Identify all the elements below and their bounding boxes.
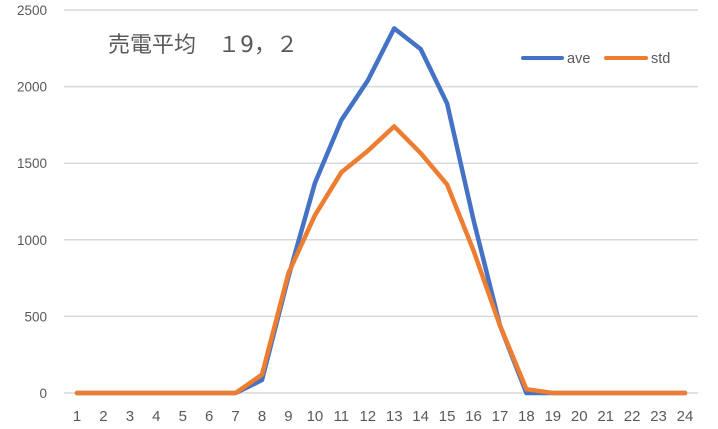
y-tick-label: 500 bbox=[24, 309, 47, 324]
y-tick-label: 1500 bbox=[17, 156, 47, 171]
x-tick-label: 22 bbox=[624, 408, 641, 425]
x-tick-label: 19 bbox=[544, 408, 561, 425]
y-tick-label: 2000 bbox=[17, 80, 47, 95]
x-tick-label: 20 bbox=[571, 408, 588, 425]
x-tick-label: 10 bbox=[307, 408, 324, 425]
gridlines bbox=[64, 9, 698, 394]
legend: ave std bbox=[521, 51, 670, 67]
x-tick-label: 3 bbox=[126, 408, 134, 425]
x-tick-label: 6 bbox=[205, 408, 213, 425]
x-tick-label: 23 bbox=[650, 408, 667, 425]
chart-title: 売電平均 １9，２ bbox=[108, 33, 298, 58]
legend-label-ave: ave bbox=[567, 51, 590, 67]
x-tick-label: 9 bbox=[284, 408, 292, 425]
x-tick-label: 2 bbox=[99, 408, 107, 425]
y-tick-label: 1000 bbox=[17, 233, 47, 248]
x-tick-label: 18 bbox=[518, 408, 535, 425]
x-tick-label: 24 bbox=[677, 408, 694, 425]
x-tick-label: 1 bbox=[73, 408, 81, 425]
x-tick-label: 17 bbox=[492, 408, 509, 425]
x-tick-label: 12 bbox=[359, 408, 376, 425]
series-line-ave bbox=[74, 26, 688, 396]
series-lines bbox=[74, 26, 688, 396]
x-tick-label: 16 bbox=[465, 408, 482, 425]
legend-label-std: std bbox=[651, 51, 670, 67]
x-tick-label: 21 bbox=[597, 408, 614, 425]
x-tick-label: 15 bbox=[439, 408, 456, 425]
x-tick-label: 4 bbox=[152, 408, 160, 425]
y-tick-label: 0 bbox=[39, 386, 47, 401]
x-tick-label: 14 bbox=[412, 408, 429, 425]
x-axis-ticks: 1 2 3 4 5 6 7 8 9 10 11 12 13 14 15 16 17 18 19 20 21 22 23 24 bbox=[73, 408, 694, 425]
x-tick-label: 13 bbox=[386, 408, 403, 425]
x-tick-label: 7 bbox=[231, 408, 239, 425]
y-tick-label: 2500 bbox=[17, 3, 47, 18]
x-tick-label: 11 bbox=[334, 408, 350, 425]
legend-item-ave: ave bbox=[521, 51, 590, 67]
legend-item-std: std bbox=[604, 51, 670, 67]
x-tick-label: 8 bbox=[258, 408, 266, 425]
x-tick-label: 5 bbox=[179, 408, 187, 425]
y-axis-ticks: 0 500 1000 1500 2000 2500 bbox=[17, 3, 47, 401]
series-line-std bbox=[74, 124, 688, 396]
